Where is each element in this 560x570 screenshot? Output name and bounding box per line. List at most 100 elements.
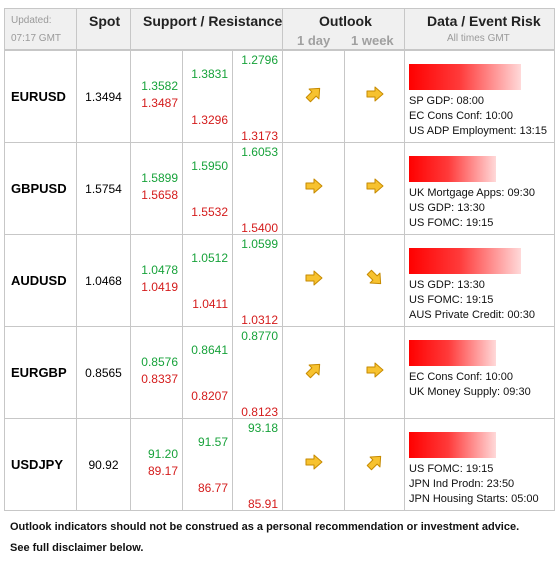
outlook-1day-cell (282, 142, 345, 235)
event-item: EC Cons Conf: 10:00 (409, 371, 513, 383)
table-row: AUDUSD 1.0468 1.0478 1.0419 1.0512 1.0411 1.05… (4, 234, 555, 327)
outlook-1day-cell (282, 234, 345, 327)
resistance-level: 1.3487 (141, 96, 178, 110)
event-risk-bar (409, 156, 496, 182)
outlook-1week-cell (344, 142, 405, 235)
event-risk-cell: US FOMC: 19:15 JPN Ind Prodn: 23:50 JPN Ho… (404, 418, 555, 511)
outlook-1day-cell (282, 326, 345, 419)
event-item: SP GDP: 08:00 (409, 95, 485, 107)
support-resistance-cell: 0.8641 0.8207 (182, 326, 233, 419)
arrow-up-right-icon (366, 455, 381, 471)
outlook-1day-cell (282, 50, 345, 143)
resistance-level: 1.0419 (141, 280, 178, 294)
event-item: JPN Ind Prodn: 23:50 (409, 478, 515, 490)
outlook-1week-cell (344, 326, 405, 419)
event-risk-bar (409, 340, 496, 366)
pair-name: EURUSD (4, 50, 77, 143)
event-item: US ADP Employment: 13:15 (409, 125, 547, 137)
support-resistance-cell: 93.18 85.91 (232, 418, 283, 511)
support-resistance-header: Support / Resistance (143, 13, 283, 29)
arrow-right-icon (305, 270, 322, 286)
arrow-right-icon (305, 454, 322, 470)
outlook-1week-header: 1 week (351, 33, 394, 48)
event-item: AUS Private Credit: 00:30 (409, 309, 535, 321)
event-item: UK Mortgage Apps: 09:30 (409, 187, 535, 199)
resistance-level: 86.77 (197, 481, 228, 495)
arrow-right-icon (305, 178, 322, 194)
fx-outlook-table: Updated: 07:17 GMT Spot Support / Resist… (4, 8, 556, 50)
support-resistance-cell: 1.0478 1.0419 (130, 234, 183, 327)
support-resistance-header-cell: Support / Resistance (129, 8, 284, 50)
support-resistance-cell: 1.5899 1.5658 (130, 142, 183, 235)
support-resistance-cell: 91.57 86.77 (182, 418, 233, 511)
spot-value: 90.92 (76, 418, 131, 511)
spot-value: 1.3494 (76, 50, 131, 143)
support-level: 91.20 (147, 447, 178, 461)
outlook-1day-cell (282, 418, 345, 511)
event-item: JPN Housing Starts: 05:00 (409, 493, 539, 505)
event-item: US FOMC: 19:15 (409, 217, 494, 229)
arrow-up-right-icon (305, 87, 320, 103)
support-resistance-cell: 0.8576 0.8337 (130, 326, 183, 419)
support-resistance-cell: 1.2796 1.3173 (232, 50, 283, 143)
event-risk-cell: SP GDP: 08:00 EC Cons Conf: 10:00 US ADP E… (404, 50, 555, 143)
event-item: US GDP: 13:30 (409, 279, 485, 291)
support-level: 1.5899 (141, 171, 178, 185)
support-resistance-cell: 1.3582 1.3487 (130, 50, 183, 143)
spot-value: 1.0468 (76, 234, 131, 327)
table-header-row: Updated: 07:17 GMT Spot Support / Resist… (4, 8, 556, 50)
resistance-level: 89.17 (147, 464, 178, 478)
outlook-header-cell: Outlook 1 day 1 week (282, 8, 406, 50)
arrow-down-right-icon (366, 269, 381, 285)
event-risk-cell: US GDP: 13:30 US FOMC: 19:15 AUS Private C… (404, 234, 555, 327)
outlook-1week-cell (344, 418, 405, 511)
support-resistance-cell: 0.8770 0.8123 (232, 326, 283, 419)
table-row: USDJPY 90.92 91.20 89.17 91.57 86.77 93.18 85.9… (4, 418, 555, 511)
support-level: 1.6053 (241, 145, 278, 159)
all-times-gmt-label: All times GMT (447, 33, 510, 44)
event-item: UK Money Supply: 09:30 (409, 386, 531, 398)
support-resistance-cell: 1.6053 1.5400 (232, 142, 283, 235)
support-level: 1.0512 (191, 251, 228, 265)
updated-header-cell: Updated: 07:17 GMT (4, 8, 77, 50)
support-resistance-cell: 1.5950 1.5532 (182, 142, 233, 235)
resistance-level: 1.3296 (191, 113, 228, 127)
arrow-right-icon (366, 178, 383, 194)
table-row: EURGBP 0.8565 0.8576 0.8337 0.8641 0.8207 0.87… (4, 326, 555, 419)
resistance-level: 1.0312 (241, 313, 278, 327)
event-risk-cell: UK Mortgage Apps: 09:30 US GDP: 13:30 US F… (404, 142, 555, 235)
fx-outlook-widget: Updated: 07:17 GMT Spot Support / Resist… (4, 8, 556, 511)
outlook-header: Outlook (319, 13, 372, 29)
support-resistance-cell: 1.3831 1.3296 (182, 50, 233, 143)
support-level: 1.2796 (241, 53, 278, 67)
support-level: 93.18 (247, 421, 278, 435)
event-item: US FOMC: 19:15 (409, 463, 494, 475)
spot-value: 0.8565 (76, 326, 131, 419)
fx-pairs-table: EURUSD 1.3494 1.3582 1.3487 1.3831 1.3296 1.27… (4, 50, 555, 511)
outlook-1week-cell (344, 234, 405, 327)
pair-name: GBPUSD (4, 142, 77, 235)
event-item: US GDP: 13:30 (409, 202, 485, 214)
table-row: EURUSD 1.3494 1.3582 1.3487 1.3831 1.3296 1.27… (4, 50, 555, 143)
spot-value: 1.5754 (76, 142, 131, 235)
data-event-risk-header-cell: Data / Event Risk All times GMT (404, 8, 556, 50)
resistance-level: 0.8123 (241, 405, 278, 419)
resistance-level: 1.5658 (141, 188, 178, 202)
resistance-level: 1.5400 (241, 221, 278, 235)
event-risk-bar (409, 432, 496, 458)
support-level: 0.8641 (191, 343, 228, 357)
pair-name: AUDUSD (4, 234, 77, 327)
updated-time: 07:17 GMT (11, 33, 62, 44)
support-level: 1.3582 (141, 79, 178, 93)
support-level: 1.0599 (241, 237, 278, 251)
event-item: US FOMC: 19:15 (409, 294, 494, 306)
event-item: EC Cons Conf: 10:00 (409, 110, 513, 122)
resistance-level: 1.5532 (191, 205, 228, 219)
resistance-level: 0.8207 (191, 389, 228, 403)
arrow-right-icon (366, 86, 383, 102)
support-resistance-cell: 91.20 89.17 (130, 418, 183, 511)
spot-header-cell: Spot (76, 8, 131, 50)
disclaimer-line-2: See full disclaimer below. (10, 542, 144, 554)
table-row: GBPUSD 1.5754 1.5899 1.5658 1.5950 1.5532 1.60… (4, 142, 555, 235)
outlook-1day-header: 1 day (297, 33, 331, 48)
